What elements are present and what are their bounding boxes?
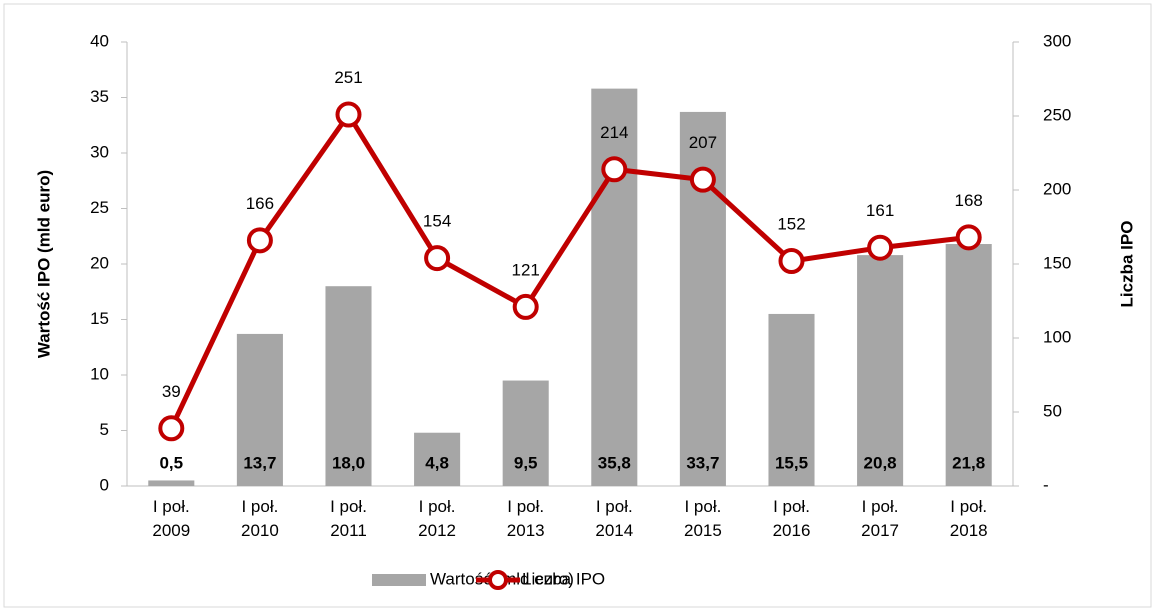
x-tick-label: I poł. 2016 (773, 497, 811, 540)
bar (768, 313, 815, 486)
bar-value-label: 9,5 (514, 453, 538, 472)
bar-value-label: 13,7 (243, 453, 276, 472)
y-tick-label: 5 (100, 420, 109, 439)
line-marker (778, 248, 805, 275)
x-tick-label: I poł. 2015 (684, 497, 722, 540)
x-tick-label: I poł. 2010 (241, 497, 279, 540)
bar (414, 432, 461, 486)
y-tick-label: 30 (90, 142, 109, 161)
line-value-label: 161 (866, 201, 894, 220)
line-value-label: 214 (600, 123, 628, 142)
y2-tick-label: 200 (1043, 179, 1071, 198)
legend-label: Liczba IPO (522, 569, 605, 588)
y-tick-label: 35 (90, 87, 109, 106)
legend-swatch (488, 570, 508, 590)
y-tick-label: 25 (90, 198, 109, 217)
line-value-label: 154 (423, 212, 451, 231)
line-marker (158, 415, 185, 442)
y2-axis-title: Liczba IPO (1117, 221, 1136, 308)
line-value-label: 39 (162, 382, 181, 401)
line-marker (246, 227, 273, 254)
bar (945, 244, 992, 486)
line-marker (335, 101, 362, 128)
y-tick-label: 40 (90, 31, 109, 50)
y-tick-label: 0 (100, 475, 109, 494)
x-tick-label: I poł. 2017 (861, 497, 899, 540)
bar-value-label: 33,7 (686, 453, 719, 472)
line-marker (512, 293, 539, 320)
bar-value-label: 15,5 (775, 453, 808, 472)
bar-value-label: 21,8 (952, 453, 985, 472)
line-value-label: 152 (777, 215, 805, 234)
line (169, 109, 969, 430)
x-tick-label: I poł. 2012 (418, 497, 456, 540)
y-axis-title: Wartość IPO (mld euro) (34, 170, 53, 358)
bar (148, 480, 195, 486)
line-value-label: 168 (955, 191, 983, 210)
bar (591, 88, 638, 487)
y-tick-label: 20 (90, 253, 109, 272)
line-value-label: 207 (689, 133, 717, 152)
line-value-label: 121 (512, 260, 540, 279)
line-value-label: 251 (334, 68, 362, 87)
line-marker (689, 166, 716, 193)
bar-value-label: 18,0 (332, 453, 365, 472)
bar (325, 286, 372, 486)
y2-tick-label: 300 (1043, 31, 1071, 50)
bar-value-label: 20,8 (864, 453, 897, 472)
bar (857, 255, 904, 486)
line-marker (867, 234, 894, 261)
x-tick-label: I poł. 2014 (595, 497, 633, 540)
y-tick-label: 15 (90, 309, 109, 328)
bar-value-label: 4,8 (425, 453, 449, 472)
line-marker (601, 156, 628, 183)
y2-tick-label: 100 (1043, 327, 1071, 346)
y2-tick-label: 50 (1043, 401, 1062, 420)
y2-tick-label: - (1043, 475, 1049, 494)
line-value-label: 166 (246, 194, 274, 213)
bar-value-label: 35,8 (598, 453, 631, 472)
y2-tick-label: 150 (1043, 253, 1071, 272)
y2-tick-label: 250 (1043, 105, 1071, 124)
y-tick-label: 10 (90, 364, 109, 383)
legend-swatch (372, 574, 426, 586)
line-marker (424, 245, 451, 272)
x-tick-label: I poł. 2011 (330, 497, 367, 540)
bar-value-label: 0,5 (159, 453, 183, 472)
bar (236, 333, 283, 486)
x-tick-label: I poł. 2013 (507, 497, 545, 540)
x-tick-label: I poł. 2018 (950, 497, 988, 540)
x-tick-label: I poł. 2009 (152, 497, 190, 540)
line-marker (955, 224, 982, 251)
bar (502, 380, 549, 486)
